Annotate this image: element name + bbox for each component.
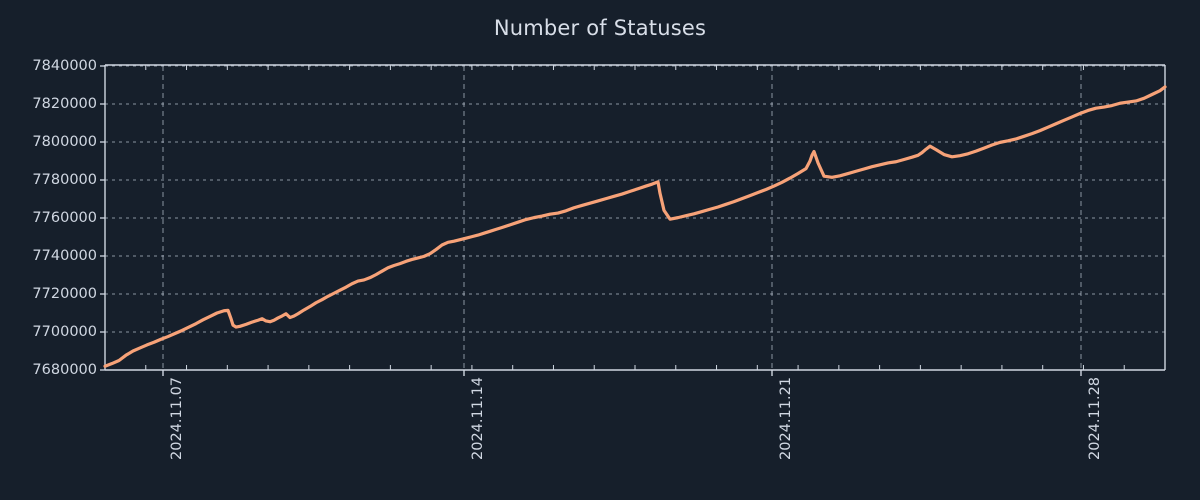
y-tick-label: 7680000 [32, 362, 97, 378]
x-tick-label: 2024.11.07 [169, 376, 185, 460]
data-line-series-0 [103, 85, 1167, 368]
y-tick-label: 7780000 [32, 172, 97, 188]
y-tick-label: 7740000 [32, 248, 97, 264]
y-tick-label: 7820000 [32, 96, 97, 112]
y-tick-label: 7840000 [32, 58, 97, 74]
y-tick-label: 7700000 [32, 324, 97, 340]
y-tick-label: 7720000 [32, 286, 97, 302]
y-tick-label: 7760000 [32, 210, 97, 226]
y-tick-label: 7800000 [32, 134, 97, 150]
x-tick-label: 2024.11.28 [1087, 376, 1103, 460]
x-tick-label: 2024.11.14 [470, 376, 486, 460]
chart-title: Number of Statuses [493, 16, 707, 40]
x-tick-label: 2024.11.21 [778, 376, 794, 460]
